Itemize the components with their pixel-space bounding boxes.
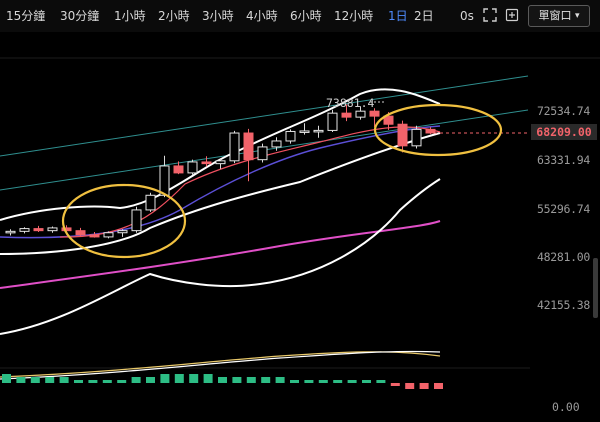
candle-body: [61, 227, 72, 232]
histogram-bar: [419, 383, 429, 389]
timeframe-15m[interactable]: 15分鐘: [6, 9, 46, 23]
candle-body: [89, 234, 100, 238]
highlight-ellipse-left: [61, 183, 187, 259]
timeframe-6h[interactable]: 6小時: [290, 9, 322, 23]
candle-body: [159, 165, 170, 196]
candle-body: [103, 232, 114, 238]
histogram-bar: [290, 380, 299, 383]
vertical-scrollbar[interactable]: [593, 258, 598, 318]
highlight-ellipse-right: [373, 103, 503, 157]
candle-body: [257, 146, 268, 161]
candle-body: [33, 228, 44, 232]
histogram-bar: [390, 383, 400, 386]
histogram-bar: [304, 380, 314, 383]
timeframe-2d[interactable]: 2日: [414, 9, 434, 23]
candle-body: [19, 228, 30, 232]
candle-body: [243, 132, 254, 161]
candle-body: [369, 110, 380, 117]
candle-body: [299, 130, 310, 133]
histogram-bar: [246, 377, 256, 383]
price-axis-label: 42155.38: [537, 298, 590, 312]
histogram-bar: [131, 377, 141, 383]
candle-body: [75, 230, 86, 236]
chevron-down-icon: ▾: [574, 11, 580, 21]
candle-body: [383, 115, 394, 125]
candle-body: [47, 227, 58, 232]
candle-body: [341, 112, 352, 118]
histogram-bar: [117, 380, 127, 383]
histogram-bar: [16, 377, 26, 383]
timeframe-30m[interactable]: 30分鐘: [60, 9, 100, 23]
timeframe-4h[interactable]: 4小時: [246, 9, 278, 23]
timeframe-toolbar: 15分鐘 30分鐘 1小時 2小時 3小時 4小時 6小時 12小時 1日 2日…: [0, 0, 600, 32]
price-axis-label: 63331.94: [537, 153, 590, 167]
price-chart[interactable]: [0, 32, 600, 422]
histogram-bar: [203, 374, 213, 383]
histogram-bar: [362, 380, 371, 383]
indicator-zero-label: 0.00: [552, 400, 580, 414]
single-window-label: 單窗口: [538, 9, 572, 22]
candle-body: [327, 112, 338, 131]
candle-body: [425, 128, 436, 134]
candle-body: [313, 129, 324, 133]
price-axis-label: 48281.00: [537, 250, 590, 264]
price-axis-label: 72534.74: [537, 104, 590, 118]
interval-label[interactable]: 0s: [460, 9, 474, 23]
histogram-bar: [174, 374, 184, 383]
histogram-bar: [160, 374, 170, 383]
channel-upper-line: [0, 75, 529, 157]
fullscreen-icon[interactable]: [482, 7, 498, 23]
candle-body: [411, 128, 422, 147]
timeframe-2h[interactable]: 2小時: [158, 9, 190, 23]
histogram-bar: [146, 377, 155, 383]
candle-body: [285, 130, 296, 142]
signal-line-yellow: [0, 351, 441, 378]
histogram-bar: [45, 377, 55, 383]
candle-body: [131, 209, 142, 232]
ma-blue-line: [0, 125, 441, 239]
histogram-bar: [102, 380, 112, 383]
histogram-bar: [261, 377, 271, 383]
candle-body: [215, 160, 226, 165]
signal-line-white: [0, 350, 441, 380]
histogram-bar: [189, 374, 199, 383]
histogram-bar: [347, 380, 357, 383]
price-axis-label: 55296.74: [537, 202, 590, 216]
histogram-bar: [405, 383, 415, 389]
single-window-button[interactable]: 單窗口 ▾: [528, 5, 590, 27]
histogram-bar: [30, 377, 40, 383]
candle-body: [173, 165, 184, 174]
histogram-bar: [318, 380, 328, 383]
candle-body: [355, 110, 366, 118]
histogram-bar: [88, 380, 98, 383]
bollinger-upper-line: [0, 88, 441, 221]
histogram-bar: [232, 377, 242, 383]
timeframe-1d[interactable]: 1日: [388, 9, 408, 23]
settings-icon[interactable]: [504, 7, 520, 23]
ma-pink-line: [0, 220, 441, 289]
bollinger-middle-line: [0, 132, 441, 255]
histogram-bar: [275, 377, 285, 383]
histogram-bar: [74, 380, 83, 383]
bollinger-lower-line: [0, 178, 441, 335]
histogram-bar: [2, 374, 11, 383]
candle-body: [229, 132, 240, 162]
timeframe-3h[interactable]: 3小時: [202, 9, 234, 23]
candle-body: [271, 140, 282, 148]
histogram-bar: [376, 380, 386, 383]
timeframe-1h[interactable]: 1小時: [114, 9, 146, 23]
candle-body: [117, 230, 128, 234]
candle-body: [5, 230, 16, 234]
candle-body: [187, 161, 198, 174]
histogram-bar: [59, 377, 69, 383]
histogram-bar: [333, 380, 343, 383]
candle-body: [201, 161, 212, 165]
histogram-bar: [434, 383, 443, 389]
histogram-bar: [218, 377, 227, 383]
timeframe-12h[interactable]: 12小時: [334, 9, 374, 23]
candle-body: [145, 194, 156, 211]
candle-body: [397, 123, 408, 147]
max-price-marker: 73881.4: [326, 96, 375, 110]
last-price-badge: 68209.00: [531, 124, 597, 140]
